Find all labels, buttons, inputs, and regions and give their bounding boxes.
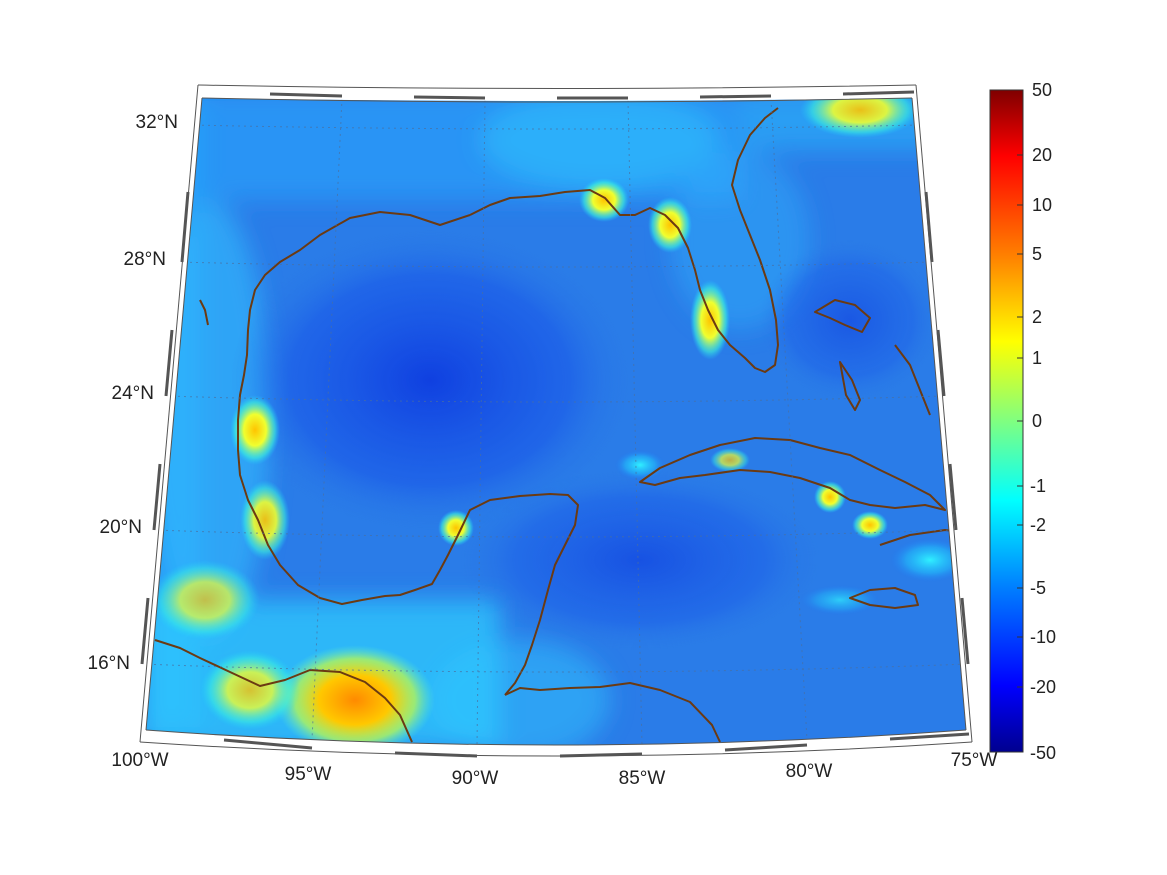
lon-tick-labels: 100°W 95°W 90°W 85°W 80°W 75°W xyxy=(111,750,997,789)
graticule-lat-20 xyxy=(153,529,957,538)
colorbar-labels: 50 20 10 5 2 1 0 -1 -2 -5 -10 -20 -50 xyxy=(1030,80,1056,763)
glow-jamaica xyxy=(800,585,880,615)
cb-label-10: 10 xyxy=(1032,195,1052,215)
hotspot-sw-florida xyxy=(690,280,730,360)
coast-bahamas-1 xyxy=(814,299,871,333)
cb-label-20: 20 xyxy=(1032,145,1052,165)
cb-label-neg50: -50 xyxy=(1030,743,1056,763)
hotspot-ne-corner xyxy=(800,98,920,138)
lat-label-24: 24°N xyxy=(112,383,154,404)
hotspot-cuba-west xyxy=(710,448,750,472)
lat-label-28: 28°N xyxy=(124,249,166,270)
lat-label-32: 32°N xyxy=(136,112,178,133)
lat-tick-labels: 32°N 28°N 24°N 20°N 16°N xyxy=(88,112,178,674)
lon-label-90: 90°W xyxy=(452,768,499,789)
cb-label-2: 2 xyxy=(1032,307,1042,327)
hotspot-veracruz xyxy=(240,480,290,560)
hotspot-pacific-coast xyxy=(200,650,300,730)
hotspot-big-bend xyxy=(648,197,692,253)
lon-label-95: 95°W xyxy=(285,764,332,785)
coast-yucatan-lake xyxy=(199,299,209,326)
cb-label-neg10: -10 xyxy=(1030,627,1056,647)
coast-us-mexico-gulf xyxy=(237,211,579,696)
coast-bahamas-3 xyxy=(894,344,931,416)
hotspot-mexico-interior xyxy=(150,560,260,640)
lon-label-85: 85°W xyxy=(619,768,666,789)
data-field xyxy=(146,98,966,745)
graticule xyxy=(146,98,966,745)
lat-label-16: 16°N xyxy=(88,653,130,674)
lon-label-80: 80°W xyxy=(786,761,833,782)
cb-label-neg1: -1 xyxy=(1030,476,1046,496)
coast-honduras xyxy=(504,682,721,743)
cb-label-50: 50 xyxy=(1032,80,1052,100)
glow-haiti xyxy=(890,538,966,582)
hotspot-cuba-east-1 xyxy=(814,481,846,513)
hotspot-tamaulipas xyxy=(230,395,280,465)
graticule-lon-80 xyxy=(770,98,808,741)
coast-cuba xyxy=(639,437,946,511)
coast-bahamas-2 xyxy=(839,361,861,411)
colorbar: 50 20 10 5 2 1 0 -1 -2 -5 -10 -20 -50 xyxy=(989,80,1056,763)
colorbar-ticks xyxy=(1017,154,1023,688)
lat-label-20: 20°N xyxy=(100,517,142,538)
cb-label-0: 0 xyxy=(1032,411,1042,431)
cb-label-5: 5 xyxy=(1032,244,1042,264)
cb-label-neg5: -5 xyxy=(1030,578,1046,598)
hotspot-isthmus xyxy=(275,645,435,745)
lon-label-75: 75°W xyxy=(951,750,998,771)
cb-label-neg2: -2 xyxy=(1030,515,1046,535)
coastlines xyxy=(154,107,966,743)
graticule-lon-95 xyxy=(311,98,343,741)
graticule-lat-32 xyxy=(189,124,921,130)
lon-label-100: 100°W xyxy=(111,750,168,771)
hotspot-cuba-east-2 xyxy=(852,511,888,539)
glow-cuba-west xyxy=(615,450,665,480)
coast-gulf-east xyxy=(469,107,779,373)
gulf-deep xyxy=(230,230,940,650)
graticule-lat-24 xyxy=(165,395,945,403)
cb-label-neg20: -20 xyxy=(1030,677,1056,697)
map-frame xyxy=(139,84,973,758)
coast-central-america xyxy=(154,639,413,743)
cb-label-1: 1 xyxy=(1032,348,1042,368)
coast-jamaica xyxy=(849,587,919,609)
